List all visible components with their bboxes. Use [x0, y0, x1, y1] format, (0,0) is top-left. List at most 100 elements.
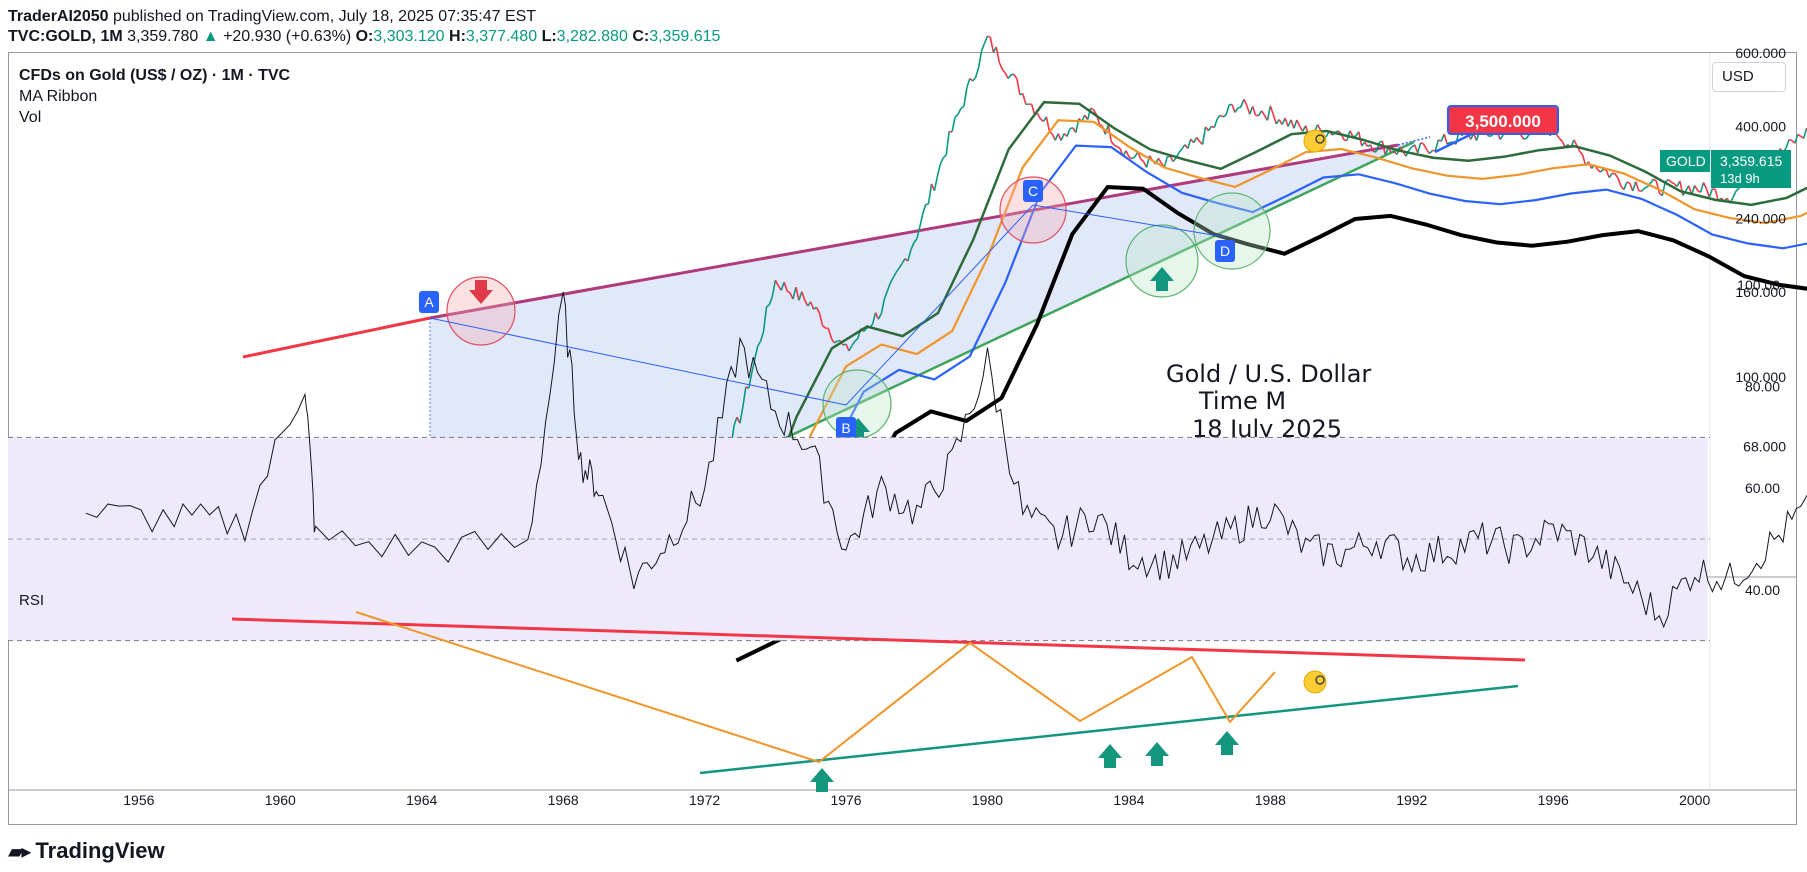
price-candle: [963, 87, 968, 107]
price-candle: [1670, 181, 1675, 185]
price-candle: [998, 62, 1003, 70]
price-candle: [918, 213, 924, 228]
tradingview-logo[interactable]: ▰▸ TradingView: [8, 838, 165, 864]
price-candle: [1443, 133, 1448, 145]
price-candle: [974, 67, 980, 78]
price-candle: [1243, 98, 1248, 106]
price-candle: [1036, 113, 1042, 120]
price-candle: [1193, 136, 1198, 144]
price-candle: [1113, 144, 1118, 148]
price-candle: [877, 313, 883, 320]
price-candle: [1116, 146, 1121, 150]
price-candle: [1054, 133, 1059, 141]
price-candle: [821, 324, 826, 329]
price-candle: [1251, 106, 1257, 116]
price-candle: [1131, 156, 1136, 160]
ma-orange-line: [686, 119, 1807, 595]
rsi-resistance-line: [231, 617, 1526, 662]
price-candle: [886, 282, 891, 292]
price-candle: [1573, 139, 1578, 146]
price-candle: [1016, 78, 1021, 95]
price-candle: [1349, 130, 1354, 137]
price-candle: [1652, 178, 1657, 182]
price-candle: [1269, 105, 1275, 115]
price-candle: [1234, 107, 1239, 113]
price-candle: [883, 291, 889, 300]
price-candle: [1092, 109, 1098, 116]
currency-button[interactable]: USD: [1712, 62, 1786, 92]
publish-info: published on TradingView.com, July 18, 2…: [112, 8, 537, 25]
price-candle: [1420, 142, 1424, 145]
thinking-face-icon-lens: [1315, 675, 1325, 685]
price-candle: [827, 328, 833, 339]
price-candle: [733, 416, 738, 426]
x-tick-label: 1976: [830, 792, 861, 808]
volume-label[interactable]: Vol: [19, 109, 42, 126]
rsi-label[interactable]: RSI: [19, 592, 45, 609]
price-candle: [1667, 178, 1672, 183]
price-candle: [1172, 157, 1177, 163]
price-candle: [1343, 139, 1348, 142]
ma-ribbon-label[interactable]: MA Ribbon: [19, 88, 98, 105]
price-candle: [801, 291, 806, 301]
price-candle: [1140, 158, 1145, 163]
author-name[interactable]: TraderAI2050: [8, 8, 109, 25]
price-candle: [936, 163, 942, 177]
point-a-label-box: [419, 291, 439, 313]
point-b-label: B: [841, 420, 850, 436]
price-tick-label: 400.000: [1735, 118, 1786, 134]
point-d-label-box: [1215, 240, 1235, 262]
price-candle: [1617, 177, 1622, 187]
price-candle: [1446, 141, 1451, 145]
price-candle: [889, 277, 894, 284]
price-candle: [1207, 125, 1213, 132]
price-candle: [1735, 187, 1740, 192]
price-candle: [1069, 127, 1074, 130]
price-candle: [939, 157, 944, 165]
price-candle: [1596, 168, 1601, 173]
price-candle: [1655, 180, 1661, 194]
high-label: H:: [449, 28, 466, 45]
cd-line: [1032, 204, 1226, 238]
rsi-pane: [8, 291, 1807, 775]
price-candle: [957, 108, 962, 115]
price-candle: [1196, 136, 1201, 142]
price-candle: [1110, 140, 1115, 146]
price-candle: [1802, 127, 1807, 139]
price-candle: [795, 287, 800, 301]
price-candle: [933, 176, 939, 191]
price-candle: [1579, 150, 1584, 156]
up-arrow-icon: [1145, 742, 1169, 766]
high-value: 3,377.480: [465, 28, 538, 45]
price-candle: [942, 154, 947, 159]
point-a-label: A: [424, 294, 434, 310]
x-tick-label: 1992: [1396, 792, 1427, 808]
price-candle: [901, 258, 906, 264]
bc-line: [845, 204, 1034, 406]
price-candle: [921, 204, 927, 215]
price-candle: [1237, 106, 1242, 109]
price-candle: [1022, 93, 1027, 105]
price-candle: [1316, 124, 1322, 131]
price-candle: [1381, 140, 1387, 156]
price-tick-label: 600.000: [1735, 45, 1786, 61]
price-candle: [980, 42, 986, 52]
x-tick-label: 1972: [689, 792, 720, 808]
price-candle: [1125, 150, 1130, 158]
price-candle: [1187, 138, 1192, 149]
price-candle: [907, 249, 912, 262]
chart-title[interactable]: CFDs on Gold (US$ / OZ) · 1M · TVC: [19, 67, 291, 84]
price-candle: [1222, 114, 1227, 118]
price-candle: [898, 263, 903, 269]
price-candle: [1213, 118, 1219, 128]
price-candle: [1246, 105, 1251, 115]
price-candle: [848, 345, 853, 352]
ma-black-line: [735, 185, 1807, 663]
price-candle: [780, 281, 785, 291]
price-candle: [845, 343, 850, 352]
last-price: 3,359.780: [127, 28, 199, 45]
price-candle: [874, 312, 880, 320]
price-candle: [927, 183, 933, 204]
price-tag-countdown: 13d 9h: [1720, 171, 1760, 186]
